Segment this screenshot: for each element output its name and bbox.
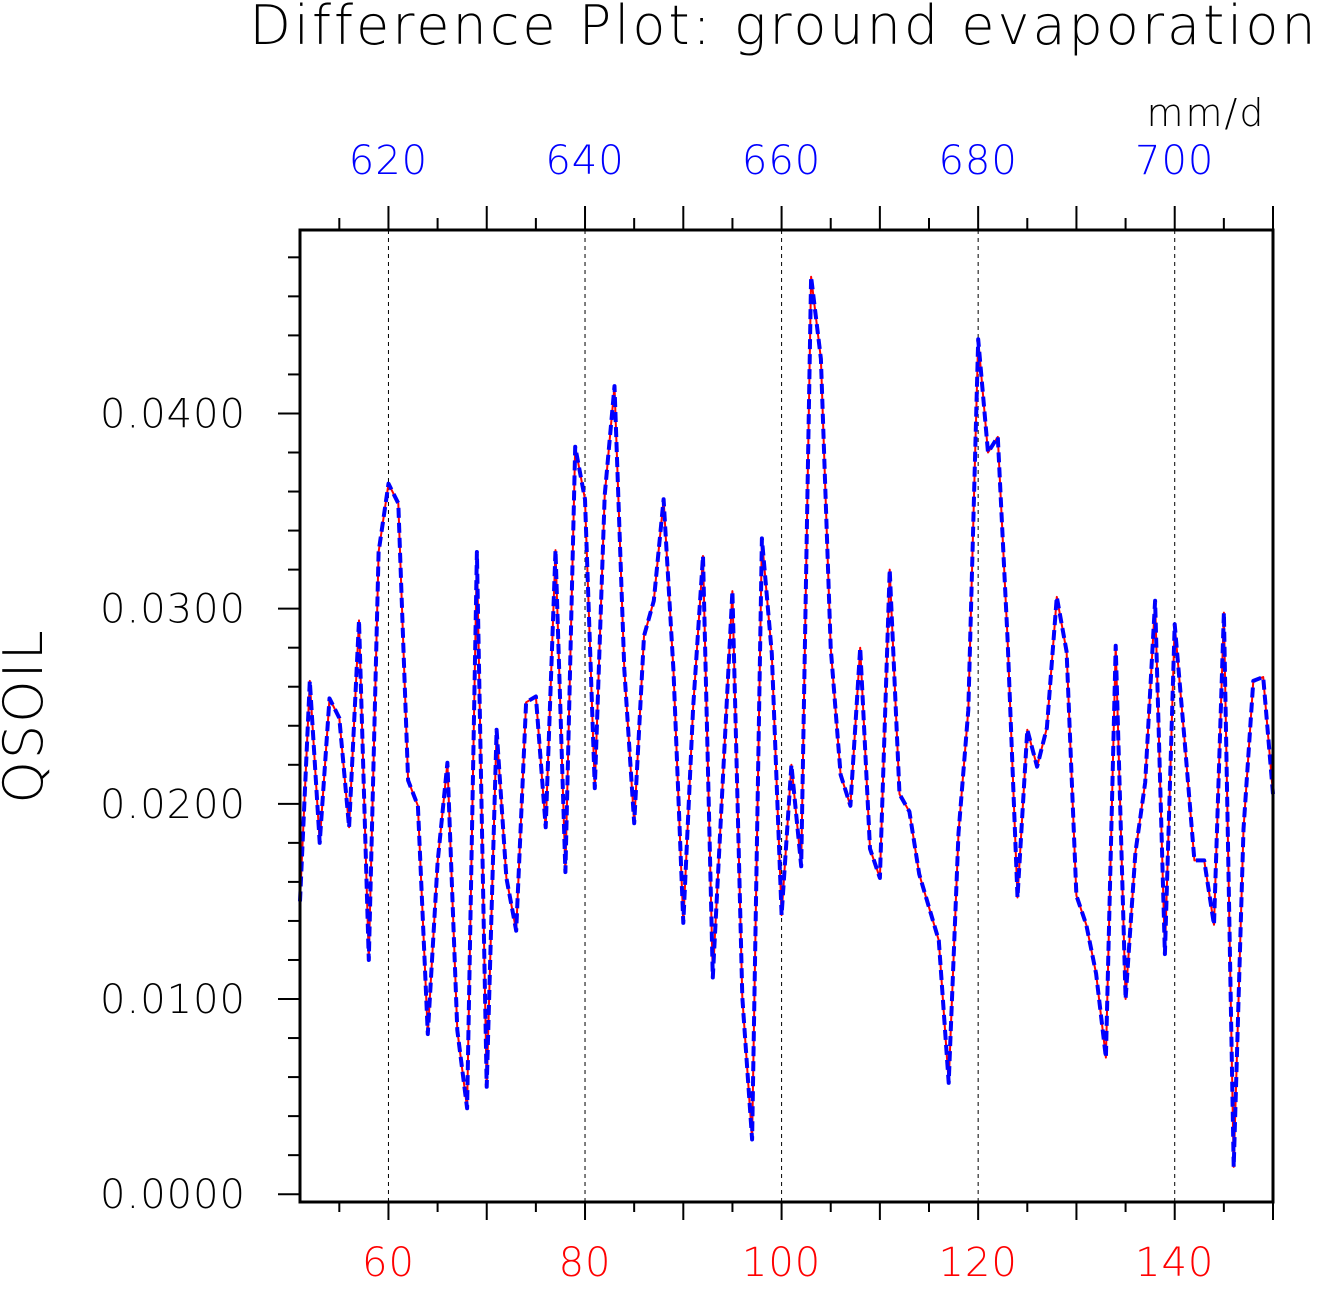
y-tick-label-1: 0.0100 bbox=[100, 977, 246, 1023]
x2-tick-label-620: 620 bbox=[349, 138, 428, 184]
y-tick-label-2: 0.0200 bbox=[100, 782, 246, 828]
x-tick-label-100: 100 bbox=[742, 1240, 821, 1286]
plot-series bbox=[298, 274, 1275, 1169]
series-line-2 bbox=[298, 274, 1275, 1169]
chart-title: Difference Plot: ground evaporation bbox=[249, 0, 1318, 57]
x-tick-label-140: 140 bbox=[1135, 1240, 1214, 1286]
x-tick-label-120: 120 bbox=[938, 1240, 1017, 1286]
x2-tick-label-700: 700 bbox=[1135, 138, 1214, 184]
y-axis-title: QSOIL bbox=[0, 628, 55, 803]
x2-tick-label-640: 640 bbox=[545, 138, 624, 184]
y-tick-label-3: 0.0300 bbox=[100, 587, 246, 633]
axis-ticks bbox=[278, 206, 1274, 1220]
tick-labels: 60 80 100 120 140 620 640 660 680 700 0.0000 0.0100… bbox=[100, 138, 1214, 1286]
x-tick-label-80: 80 bbox=[559, 1240, 612, 1286]
unit-label: mm/d bbox=[1147, 91, 1266, 135]
series-line-1 bbox=[299, 275, 1274, 1168]
x-tick-label-60: 60 bbox=[362, 1240, 415, 1286]
x2-tick-label-660: 660 bbox=[742, 138, 821, 184]
plot-frame bbox=[298, 228, 1275, 1204]
y-tick-label-0: 0.0000 bbox=[100, 1172, 246, 1218]
y-tick-label-4: 0.0400 bbox=[100, 391, 246, 437]
grid-lines bbox=[387, 230, 1176, 1202]
x2-tick-label-680: 680 bbox=[938, 138, 1017, 184]
